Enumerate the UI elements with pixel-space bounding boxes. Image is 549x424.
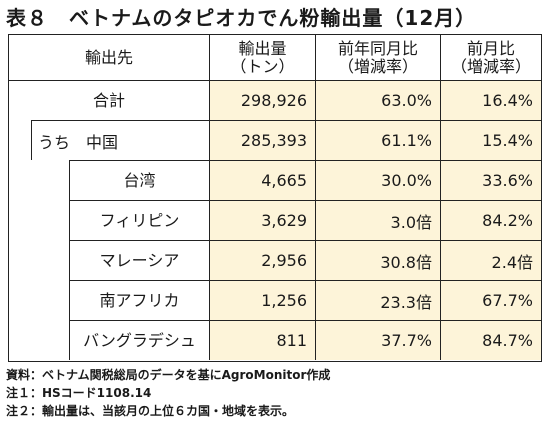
table-row: うち 中国 285,393 61.1% 15.4% bbox=[31, 120, 541, 160]
row-yoy: 23.3倍 bbox=[315, 281, 440, 320]
note-1: 注１：HSコード1108.14 bbox=[6, 386, 152, 400]
row-yoy: 30.8倍 bbox=[315, 241, 440, 280]
note-2: 注２：輸出量は、当該月の上位６カ国・地域を表示。 bbox=[6, 404, 295, 418]
table-row: 台湾 4,665 30.0% 33.6% bbox=[69, 160, 541, 200]
table-row: バングラデシュ 811 37.7% 84.7% bbox=[69, 320, 541, 360]
row-mom: 2.4倍 bbox=[440, 241, 541, 280]
row-mom: 67.7% bbox=[440, 281, 541, 320]
header-volume: 輸出量 （トン） bbox=[209, 35, 315, 80]
table-title: 表８ ベトナムのタピオカでん粉輸出量（12月） bbox=[6, 6, 477, 30]
table-row: マレーシア 2,956 30.8倍 2.4倍 bbox=[69, 240, 541, 280]
row-yoy: 30.0% bbox=[315, 161, 440, 200]
row-label: バングラデシュ bbox=[69, 321, 209, 360]
header-yoy-line2: （増減率） bbox=[337, 56, 418, 76]
table-row: 南アフリカ 1,256 23.3倍 67.7% bbox=[69, 280, 541, 320]
row-yoy: 61.1% bbox=[315, 121, 440, 160]
header-destination-label: 輸出先 bbox=[84, 47, 133, 67]
row-mom: 15.4% bbox=[440, 121, 541, 160]
header-mom-line1: 前月比 bbox=[466, 38, 515, 58]
row-volume: 4,665 bbox=[209, 161, 315, 200]
row-label: フィリピン bbox=[69, 201, 209, 240]
row-label: 台湾 bbox=[69, 161, 209, 200]
header-yoy-line1: 前年同月比 bbox=[337, 38, 418, 58]
header-mom-line2: （増減率） bbox=[450, 56, 531, 76]
row-label: うち 中国 bbox=[31, 121, 209, 160]
row-yoy: 37.7% bbox=[315, 321, 440, 360]
row-label: マレーシア bbox=[69, 241, 209, 280]
row-mom: 84.7% bbox=[440, 321, 541, 360]
header-destination: 輸出先 bbox=[9, 35, 209, 80]
row-volume: 298,926 bbox=[209, 81, 315, 120]
row-volume: 1,256 bbox=[209, 281, 315, 320]
row-volume: 2,956 bbox=[209, 241, 315, 280]
row-mom: 33.6% bbox=[440, 161, 541, 200]
header-volume-line1: 輸出量 bbox=[238, 38, 287, 58]
table-notes: 資料：ベトナム関税総局のデータを基にAgroMonitor作成 注１：HSコード… bbox=[6, 366, 546, 420]
row-volume: 3,629 bbox=[209, 201, 315, 240]
row-label: 南アフリカ bbox=[69, 281, 209, 320]
header-mom: 前月比 （増減率） bbox=[440, 35, 541, 80]
header-volume-line2: （トン） bbox=[230, 56, 295, 76]
export-table: 輸出先 輸出量 （トン） 前年同月比 （増減率） 前月比 （増減率） 合計 29… bbox=[8, 34, 542, 362]
row-volume: 285,393 bbox=[209, 121, 315, 160]
source-note: 資料：ベトナム関税総局のデータを基にAgroMonitor作成 bbox=[6, 368, 331, 382]
table-row: フィリピン 3,629 3.0倍 84.2% bbox=[69, 200, 541, 240]
row-mom: 16.4% bbox=[440, 81, 541, 120]
row-volume: 811 bbox=[209, 321, 315, 360]
row-yoy: 3.0倍 bbox=[315, 201, 440, 240]
row-label: 合計 bbox=[92, 90, 125, 110]
row-mom: 84.2% bbox=[440, 201, 541, 240]
row-yoy: 63.0% bbox=[315, 81, 440, 120]
table-row: 合計 298,926 63.0% 16.4% bbox=[9, 80, 541, 120]
table-header-row: 輸出先 輸出量 （トン） 前年同月比 （増減率） 前月比 （増減率） bbox=[9, 35, 541, 80]
header-yoy: 前年同月比 （増減率） bbox=[315, 35, 440, 80]
